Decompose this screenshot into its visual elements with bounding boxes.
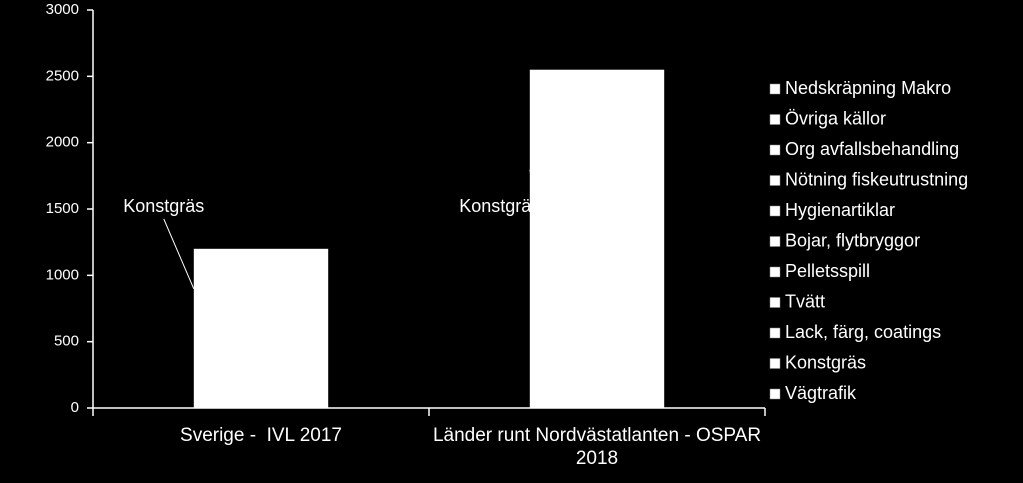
legend-label: Övriga källor <box>785 108 886 128</box>
legend-label: Konstgräs <box>785 352 866 372</box>
legend-label: Vägtrafik <box>785 383 857 403</box>
annotation: Konstgräs <box>459 196 540 216</box>
y-tick-label: 0 <box>71 399 79 416</box>
bar <box>529 69 665 408</box>
legend-swatch <box>769 266 781 278</box>
y-tick-label: 2000 <box>46 134 79 151</box>
legend-label: Bojar, flytbryggor <box>785 230 920 250</box>
y-tick-label: 500 <box>54 333 79 350</box>
bar <box>193 248 329 408</box>
legend-label: Pelletsspill <box>785 261 870 281</box>
legend-swatch <box>769 297 781 308</box>
legend-swatch <box>769 327 781 339</box>
legend-label: Tvätt <box>785 291 825 311</box>
legend-swatch <box>769 358 781 369</box>
legend-swatch <box>769 144 781 156</box>
y-tick-label: 1500 <box>46 200 79 217</box>
x-tick-label: Sverige - IVL 2017 <box>180 425 342 446</box>
y-tick-label: 3000 <box>46 1 79 18</box>
legend-swatch <box>769 236 781 247</box>
legend-label: Nedskräpning Makro <box>785 78 951 98</box>
y-tick-label: 2500 <box>46 67 79 84</box>
legend-label: Lack, färg, coatings <box>785 322 941 342</box>
legend-swatch <box>769 83 781 95</box>
x-tick-label: Länder runt Nordvästatlanten - OSPAR 201… <box>432 425 767 469</box>
legend-swatch <box>769 205 781 217</box>
annotation-leader <box>163 218 195 289</box>
legend-label: Hygienartiklar <box>785 200 895 220</box>
annotation-leader <box>529 169 543 220</box>
legend-swatch <box>769 114 781 125</box>
annotation: Konstgräs <box>123 196 204 216</box>
legend-label: Org avfallsbehandling <box>785 139 959 159</box>
legend-swatch <box>769 388 781 400</box>
y-tick-label: 1000 <box>46 266 79 283</box>
legend-swatch <box>769 175 781 186</box>
legend-label: Nötning fiskeutrustning <box>785 169 968 189</box>
